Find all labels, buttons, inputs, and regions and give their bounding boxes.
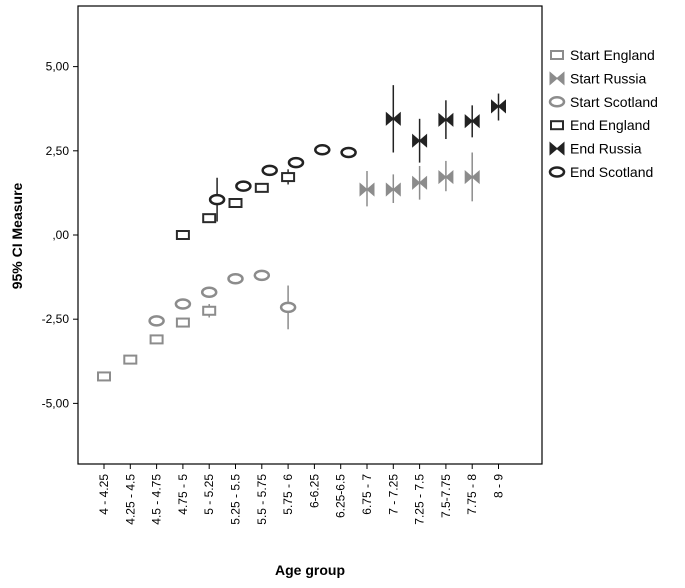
x-axis-title: Age group <box>275 562 345 578</box>
x-axis: 4 - 4.25 4.25 - 4.5 4.5 - 4.75 4.75 - 5 5 - … <box>97 464 506 525</box>
data-point <box>464 114 480 129</box>
legend-label: Start Russia <box>570 70 646 86</box>
data-point <box>281 172 296 183</box>
data-point <box>175 230 190 240</box>
x-tick-label: 4.25 - 4.5 <box>123 474 137 525</box>
data-point <box>438 112 454 127</box>
data-point <box>491 99 506 114</box>
series-0 <box>97 304 217 382</box>
data-point <box>253 269 271 282</box>
legend-label: Start Scotland <box>570 94 658 110</box>
data-point <box>261 164 278 177</box>
y-axis: -5,00 -2,50 ,00 2,50 5,00 <box>42 60 78 410</box>
y-axis-title: 95% CI Measure <box>9 182 25 289</box>
x-tick-label: 6.75 - 7 <box>360 474 374 515</box>
data-point <box>340 146 357 159</box>
x-tick-label: 7.5-7.75 <box>439 474 453 518</box>
legend: Start England Start Russia Start Scotland E… <box>548 47 658 180</box>
data-point <box>123 354 138 365</box>
series-1 <box>359 152 480 207</box>
data-point <box>202 305 217 316</box>
legend-swatch <box>550 50 564 60</box>
data-point <box>314 144 331 156</box>
x-tick-label: 4 - 4.25 <box>97 474 111 515</box>
y-tick-label: -5,00 <box>42 396 70 410</box>
data-point <box>202 213 217 224</box>
series-4 <box>385 85 506 163</box>
data-point <box>359 182 375 197</box>
data-point <box>228 198 243 209</box>
x-tick-label: 6-6.25 <box>307 474 321 508</box>
data-point <box>148 315 165 327</box>
data-point <box>97 371 111 382</box>
series-2 <box>148 269 297 330</box>
x-tick-label: 5.75 - 6 <box>281 474 295 515</box>
data-point <box>412 175 428 190</box>
data-point <box>174 298 192 310</box>
x-tick-label: 4.75 - 5 <box>176 474 190 515</box>
data-point <box>464 169 480 185</box>
data-point <box>235 180 252 192</box>
legend-swatch <box>549 141 565 156</box>
legend-swatch <box>550 120 564 131</box>
y-tick-label: 5,00 <box>46 60 70 74</box>
data-point <box>385 111 401 126</box>
data-point <box>385 182 401 197</box>
y-tick-label: -2,50 <box>42 312 70 326</box>
data-point <box>149 334 164 345</box>
x-tick-label: 4.5 - 4.75 <box>150 474 164 525</box>
data-point <box>287 156 305 169</box>
x-tick-label: 5 - 5.25 <box>202 474 216 515</box>
legend-swatch <box>548 96 566 108</box>
x-tick-label: 7.75 - 8 <box>465 474 479 515</box>
legend-label: End England <box>570 117 650 133</box>
legend-swatch <box>548 166 566 178</box>
x-tick-label: 7 - 7.25 <box>386 474 400 515</box>
x-tick-label: 8 - 9 <box>492 474 506 498</box>
data-point <box>438 169 454 185</box>
legend-label: End Russia <box>570 141 642 157</box>
legend-swatch <box>549 71 565 86</box>
y-tick-label: ,00 <box>52 228 69 242</box>
plot-area <box>77 5 543 465</box>
data-point <box>279 301 297 314</box>
data-point <box>208 193 226 206</box>
data-point <box>412 133 428 148</box>
x-tick-label: 5.25 - 5.5 <box>229 474 243 525</box>
x-tick-label: 7.25 - 7.5 <box>413 474 427 525</box>
data-point <box>254 182 269 193</box>
data-point <box>200 286 218 298</box>
legend-label: Start England <box>570 47 655 63</box>
data-marks <box>97 85 506 382</box>
x-tick-label: 6.25-6.5 <box>334 474 348 518</box>
series-3 <box>175 169 296 240</box>
legend-label: End Scotland <box>570 164 653 180</box>
series-5 <box>208 144 357 222</box>
data-point <box>175 317 190 328</box>
data-point <box>227 273 244 285</box>
x-tick-label: 5.5 - 5.75 <box>255 474 269 525</box>
y-tick-label: 2,50 <box>46 144 70 158</box>
